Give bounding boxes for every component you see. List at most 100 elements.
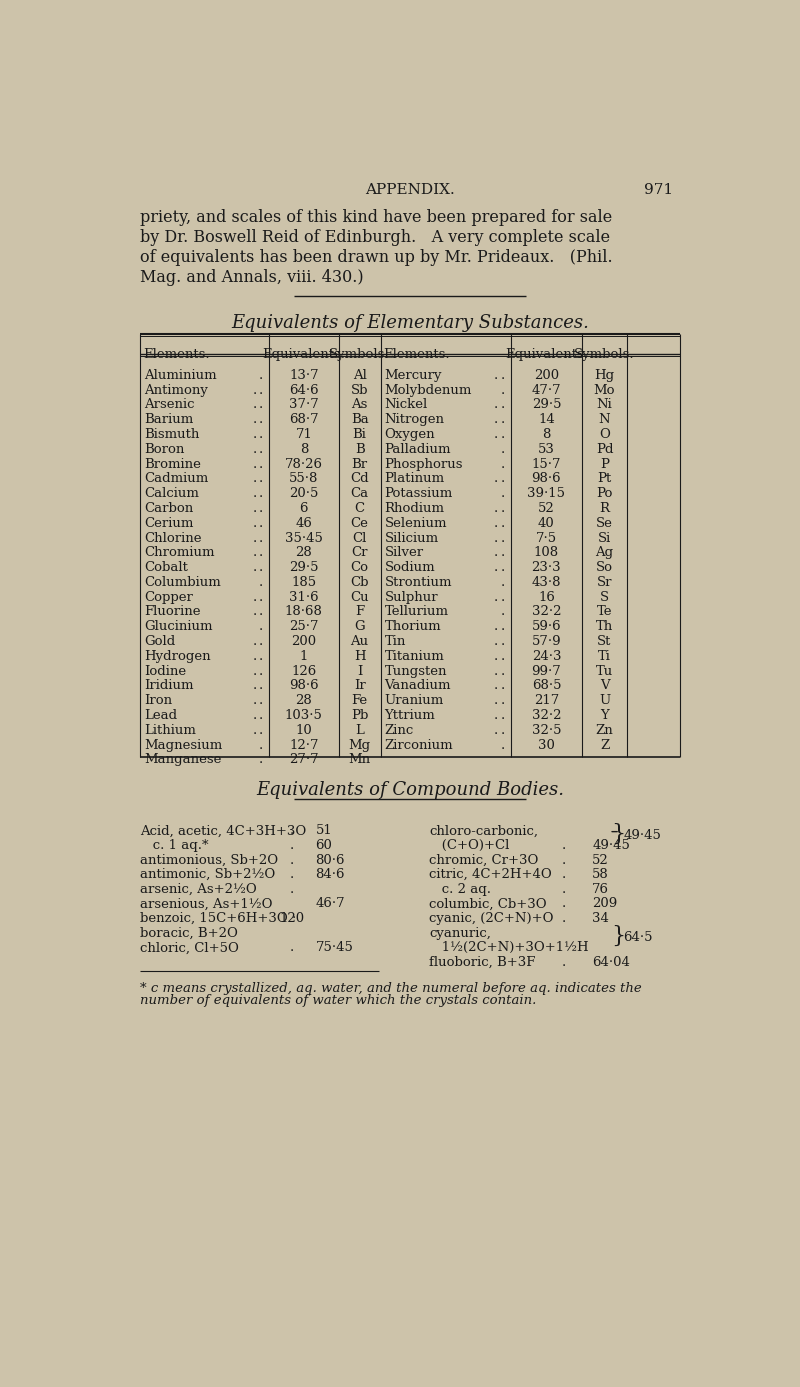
Text: 55·8: 55·8 xyxy=(289,473,318,485)
Text: 28: 28 xyxy=(295,546,312,559)
Text: arsenious, As+1½O: arsenious, As+1½O xyxy=(140,897,273,910)
Text: .: . xyxy=(252,517,257,530)
Text: cyanuric,: cyanuric, xyxy=(430,927,491,940)
Text: Magnesium: Magnesium xyxy=(144,738,222,752)
Text: I: I xyxy=(357,664,362,678)
Text: St: St xyxy=(598,635,612,648)
Text: .: . xyxy=(252,487,257,501)
Text: .: . xyxy=(258,429,262,441)
Text: .: . xyxy=(258,709,262,723)
Text: .: . xyxy=(258,753,262,766)
Text: boracic, B+2O: boracic, B+2O xyxy=(140,927,238,940)
Text: .: . xyxy=(500,429,505,441)
Text: 27·7: 27·7 xyxy=(289,753,318,766)
Text: .: . xyxy=(500,562,505,574)
Text: .: . xyxy=(252,502,257,515)
Text: Palladium: Palladium xyxy=(385,442,451,456)
Text: 75·45: 75·45 xyxy=(315,942,354,954)
Text: Mag. and Annals, viii. 430.): Mag. and Annals, viii. 430.) xyxy=(140,269,364,286)
Text: Au: Au xyxy=(350,635,369,648)
Text: 46·7: 46·7 xyxy=(315,897,345,910)
Text: 30: 30 xyxy=(538,738,555,752)
Text: chloro-carbonic,: chloro-carbonic, xyxy=(430,824,538,838)
Text: Cu: Cu xyxy=(350,591,369,603)
Text: .: . xyxy=(500,576,505,589)
Text: 64·5: 64·5 xyxy=(623,931,653,945)
Text: .: . xyxy=(494,664,498,678)
Text: 108: 108 xyxy=(534,546,559,559)
Text: Zirconium: Zirconium xyxy=(385,738,453,752)
Text: .: . xyxy=(252,473,257,485)
Text: Arsenic: Arsenic xyxy=(144,398,194,412)
Text: Te: Te xyxy=(597,606,612,619)
Text: Hydrogen: Hydrogen xyxy=(144,651,211,663)
Text: .: . xyxy=(252,651,257,663)
Text: 120: 120 xyxy=(280,913,305,925)
Text: .: . xyxy=(500,680,505,692)
Text: F: F xyxy=(355,606,364,619)
Text: 25·7: 25·7 xyxy=(289,620,318,634)
Text: (C+O)+Cl: (C+O)+Cl xyxy=(430,839,510,852)
Text: Platinum: Platinum xyxy=(385,473,445,485)
Text: 16: 16 xyxy=(538,591,555,603)
Text: .: . xyxy=(500,384,505,397)
Text: Antimony: Antimony xyxy=(144,384,208,397)
Text: 71: 71 xyxy=(295,429,312,441)
Text: Ir: Ir xyxy=(354,680,366,692)
Text: 32·5: 32·5 xyxy=(532,724,561,736)
Text: Symbols.: Symbols. xyxy=(330,348,390,361)
Text: Aluminium: Aluminium xyxy=(144,369,217,381)
Text: 47·7: 47·7 xyxy=(531,384,562,397)
Text: .: . xyxy=(290,853,294,867)
Text: Iridium: Iridium xyxy=(144,680,194,692)
Text: Y: Y xyxy=(600,709,609,723)
Text: .: . xyxy=(258,664,262,678)
Text: .: . xyxy=(258,576,262,589)
Text: fluoboric, B+3F: fluoboric, B+3F xyxy=(430,956,536,970)
Text: 971: 971 xyxy=(644,183,674,197)
Text: .: . xyxy=(252,562,257,574)
Text: Selenium: Selenium xyxy=(385,517,447,530)
Text: .: . xyxy=(500,635,505,648)
Text: Equivalents of Elementary Substances.: Equivalents of Elementary Substances. xyxy=(231,315,589,333)
Text: 52: 52 xyxy=(538,502,554,515)
Text: Cobalt: Cobalt xyxy=(144,562,188,574)
Text: 51: 51 xyxy=(315,824,332,838)
Text: Z: Z xyxy=(600,738,609,752)
Text: .: . xyxy=(500,398,505,412)
Text: .: . xyxy=(500,591,505,603)
Text: .: . xyxy=(290,884,294,896)
Text: number of equivalents of water which the crystals contain.: number of equivalents of water which the… xyxy=(140,994,537,1007)
Text: O: O xyxy=(599,429,610,441)
Text: .: . xyxy=(500,651,505,663)
Text: arsenic, As+2½O: arsenic, As+2½O xyxy=(140,884,257,896)
Text: Sb: Sb xyxy=(351,384,368,397)
Text: 49·45: 49·45 xyxy=(592,839,630,852)
Text: Mo: Mo xyxy=(594,384,615,397)
Text: .: . xyxy=(258,517,262,530)
Text: Oxygen: Oxygen xyxy=(385,429,435,441)
Text: Zinc: Zinc xyxy=(385,724,414,736)
Text: Tungsten: Tungsten xyxy=(385,664,447,678)
Text: .: . xyxy=(494,635,498,648)
Text: 8: 8 xyxy=(542,429,550,441)
Text: .: . xyxy=(290,824,294,838)
Text: Se: Se xyxy=(596,517,613,530)
Text: Lithium: Lithium xyxy=(144,724,196,736)
Text: 98·6: 98·6 xyxy=(289,680,318,692)
Text: 217: 217 xyxy=(534,694,559,707)
Text: Pd: Pd xyxy=(596,442,614,456)
Text: .: . xyxy=(252,398,257,412)
Text: .: . xyxy=(562,839,566,852)
Text: citric, 4C+2H+4O: citric, 4C+2H+4O xyxy=(430,868,552,881)
Text: * c means crystallized, aq. water, and the numeral before aq. indicates the: * c means crystallized, aq. water, and t… xyxy=(140,982,642,996)
Text: Ti: Ti xyxy=(598,651,611,663)
Text: 43·8: 43·8 xyxy=(532,576,561,589)
Text: 200: 200 xyxy=(534,369,559,381)
Text: 103·5: 103·5 xyxy=(285,709,322,723)
Text: 46: 46 xyxy=(295,517,312,530)
Text: Bromine: Bromine xyxy=(144,458,201,470)
Text: 40: 40 xyxy=(538,517,554,530)
Text: Silver: Silver xyxy=(385,546,423,559)
Text: Symbols.: Symbols. xyxy=(574,348,635,361)
